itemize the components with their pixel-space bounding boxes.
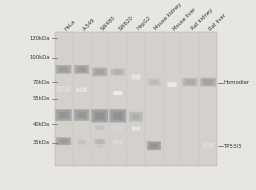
FancyBboxPatch shape <box>206 144 211 146</box>
FancyBboxPatch shape <box>58 138 69 144</box>
FancyBboxPatch shape <box>56 137 71 145</box>
FancyBboxPatch shape <box>149 79 159 85</box>
Text: 35kDa: 35kDa <box>33 140 49 145</box>
FancyBboxPatch shape <box>77 112 86 118</box>
FancyBboxPatch shape <box>134 127 138 130</box>
Text: 100kDa: 100kDa <box>29 55 49 60</box>
FancyBboxPatch shape <box>133 76 138 78</box>
FancyBboxPatch shape <box>55 109 72 121</box>
FancyBboxPatch shape <box>77 88 86 91</box>
FancyBboxPatch shape <box>74 109 90 121</box>
FancyBboxPatch shape <box>131 113 141 120</box>
FancyBboxPatch shape <box>78 140 86 144</box>
FancyBboxPatch shape <box>78 67 86 72</box>
FancyBboxPatch shape <box>59 87 68 91</box>
FancyBboxPatch shape <box>131 74 141 79</box>
FancyBboxPatch shape <box>115 141 121 144</box>
FancyBboxPatch shape <box>129 112 143 122</box>
FancyBboxPatch shape <box>95 112 104 119</box>
FancyBboxPatch shape <box>97 126 103 129</box>
FancyBboxPatch shape <box>59 67 68 72</box>
FancyBboxPatch shape <box>93 111 106 121</box>
FancyBboxPatch shape <box>204 80 212 84</box>
FancyBboxPatch shape <box>132 75 140 79</box>
FancyBboxPatch shape <box>113 91 122 95</box>
FancyBboxPatch shape <box>94 69 105 75</box>
FancyBboxPatch shape <box>150 143 158 148</box>
FancyBboxPatch shape <box>114 92 121 95</box>
FancyBboxPatch shape <box>147 141 161 150</box>
FancyBboxPatch shape <box>114 127 121 130</box>
FancyBboxPatch shape <box>94 139 105 145</box>
Text: Homodier: Homodier <box>223 80 250 86</box>
FancyBboxPatch shape <box>184 79 196 85</box>
FancyBboxPatch shape <box>114 140 122 144</box>
FancyBboxPatch shape <box>169 83 175 86</box>
Text: 130kDa: 130kDa <box>29 36 49 41</box>
FancyBboxPatch shape <box>132 127 140 130</box>
FancyBboxPatch shape <box>57 86 70 91</box>
FancyBboxPatch shape <box>58 66 70 73</box>
FancyBboxPatch shape <box>76 66 87 73</box>
FancyBboxPatch shape <box>115 92 120 94</box>
FancyBboxPatch shape <box>113 112 122 119</box>
Text: Rat kidney: Rat kidney <box>190 8 214 31</box>
FancyBboxPatch shape <box>56 65 71 74</box>
FancyBboxPatch shape <box>183 78 198 86</box>
FancyBboxPatch shape <box>95 126 104 130</box>
FancyBboxPatch shape <box>57 111 70 120</box>
FancyBboxPatch shape <box>113 126 122 131</box>
FancyBboxPatch shape <box>97 145 102 147</box>
FancyBboxPatch shape <box>186 80 194 84</box>
Text: SW620: SW620 <box>118 15 135 31</box>
FancyBboxPatch shape <box>74 65 89 74</box>
FancyBboxPatch shape <box>167 82 177 87</box>
FancyBboxPatch shape <box>115 141 120 143</box>
FancyBboxPatch shape <box>115 127 120 130</box>
Text: SW480: SW480 <box>100 15 116 31</box>
Text: Mouse liver: Mouse liver <box>172 6 197 31</box>
Text: 70kDa: 70kDa <box>32 80 49 85</box>
FancyBboxPatch shape <box>97 140 103 143</box>
Text: 40kDa: 40kDa <box>32 122 49 127</box>
Text: TP53I3: TP53I3 <box>223 144 242 149</box>
FancyBboxPatch shape <box>60 139 68 143</box>
FancyBboxPatch shape <box>147 78 161 86</box>
Text: HepG2: HepG2 <box>136 15 152 31</box>
FancyBboxPatch shape <box>111 68 125 75</box>
FancyBboxPatch shape <box>203 143 213 147</box>
Text: A-549: A-549 <box>82 17 96 31</box>
Text: 55kDa: 55kDa <box>32 97 49 101</box>
Bar <box>55 32 217 166</box>
FancyBboxPatch shape <box>95 144 105 148</box>
FancyBboxPatch shape <box>76 111 88 120</box>
FancyBboxPatch shape <box>111 111 124 121</box>
Text: Mouse kidney: Mouse kidney <box>154 2 183 31</box>
FancyBboxPatch shape <box>92 68 107 76</box>
FancyBboxPatch shape <box>79 88 85 91</box>
FancyBboxPatch shape <box>94 125 105 130</box>
FancyBboxPatch shape <box>114 70 122 74</box>
FancyBboxPatch shape <box>202 79 214 86</box>
FancyBboxPatch shape <box>200 78 216 86</box>
FancyBboxPatch shape <box>76 87 87 92</box>
FancyBboxPatch shape <box>77 139 87 145</box>
Text: Rat liver: Rat liver <box>208 12 227 31</box>
FancyBboxPatch shape <box>132 114 140 119</box>
FancyBboxPatch shape <box>60 87 67 90</box>
FancyBboxPatch shape <box>91 109 108 123</box>
FancyBboxPatch shape <box>79 140 84 144</box>
FancyBboxPatch shape <box>112 69 123 75</box>
FancyBboxPatch shape <box>150 80 158 84</box>
FancyBboxPatch shape <box>205 143 212 147</box>
FancyBboxPatch shape <box>109 109 126 123</box>
Text: HeLa: HeLa <box>63 18 77 31</box>
FancyBboxPatch shape <box>168 83 176 86</box>
FancyBboxPatch shape <box>59 112 68 118</box>
FancyBboxPatch shape <box>96 70 104 74</box>
FancyBboxPatch shape <box>95 139 104 144</box>
FancyBboxPatch shape <box>148 142 159 149</box>
FancyBboxPatch shape <box>133 127 139 130</box>
FancyBboxPatch shape <box>96 145 104 148</box>
